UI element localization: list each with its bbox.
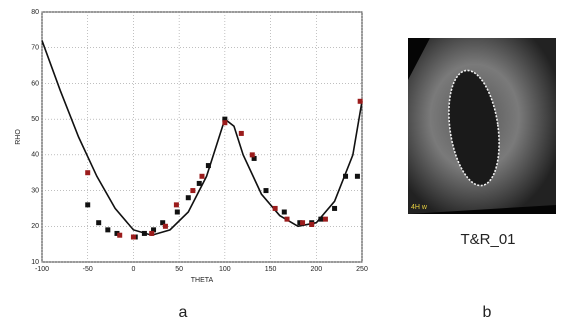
data-point xyxy=(282,210,287,215)
image-overlay-text: 4H w xyxy=(411,204,428,211)
x-tick-label: 0 xyxy=(131,266,135,273)
data-point xyxy=(318,217,323,222)
data-point xyxy=(309,222,314,227)
data-point xyxy=(323,217,328,222)
x-tick-label: 100 xyxy=(219,266,231,273)
data-point xyxy=(175,210,180,215)
x-tick-label: 250 xyxy=(356,266,368,273)
data-point xyxy=(222,120,227,125)
data-point xyxy=(250,152,255,157)
data-point xyxy=(264,188,269,193)
data-point xyxy=(105,227,110,232)
y-tick-label: 70 xyxy=(31,45,39,52)
plot-area xyxy=(42,12,363,262)
x-tick-label: 150 xyxy=(265,266,277,273)
x-tick-label: -100 xyxy=(35,266,49,273)
y-tick-label: 30 xyxy=(31,187,39,194)
y-axis-title: RHO xyxy=(15,129,22,145)
figure: RHO THETA 4H w T&R_01 a b -100 -50 0 50 100 1… xyxy=(0,0,585,326)
data-point xyxy=(358,99,363,104)
image-caption: T&R_01 xyxy=(460,231,515,248)
data-point xyxy=(343,174,348,179)
data-point xyxy=(285,217,290,222)
data-point xyxy=(85,170,90,175)
data-point xyxy=(142,231,147,236)
data-point xyxy=(186,195,191,200)
data-point xyxy=(163,224,168,229)
data-point xyxy=(300,220,305,225)
y-tick-label: 10 xyxy=(31,259,39,266)
data-point xyxy=(273,206,278,211)
data-point xyxy=(149,231,154,236)
data-point xyxy=(200,174,205,179)
data-point xyxy=(85,202,90,207)
data-point xyxy=(96,220,101,225)
y-tick-label: 80 xyxy=(31,9,39,16)
data-point xyxy=(117,233,122,238)
y-tick-label: 40 xyxy=(31,152,39,159)
data-point xyxy=(131,235,136,240)
x-tick-label: 200 xyxy=(310,266,322,273)
data-point xyxy=(332,206,337,211)
panel-label: b xyxy=(483,304,492,321)
x-tick-label: 50 xyxy=(175,266,183,273)
data-point xyxy=(197,181,202,186)
x-tick-label: -50 xyxy=(83,266,93,273)
y-tick-label: 20 xyxy=(31,223,39,230)
data-point xyxy=(239,131,244,136)
x-axis-title: THETA xyxy=(191,277,214,284)
data-point xyxy=(190,188,195,193)
data-point xyxy=(174,202,179,207)
y-tick-label: 50 xyxy=(31,116,39,123)
y-tick-label: 60 xyxy=(31,80,39,87)
data-point xyxy=(355,174,360,179)
ultrasound-image: 4H w xyxy=(408,38,556,214)
data-point xyxy=(206,163,211,168)
panel-label: a xyxy=(179,304,188,321)
